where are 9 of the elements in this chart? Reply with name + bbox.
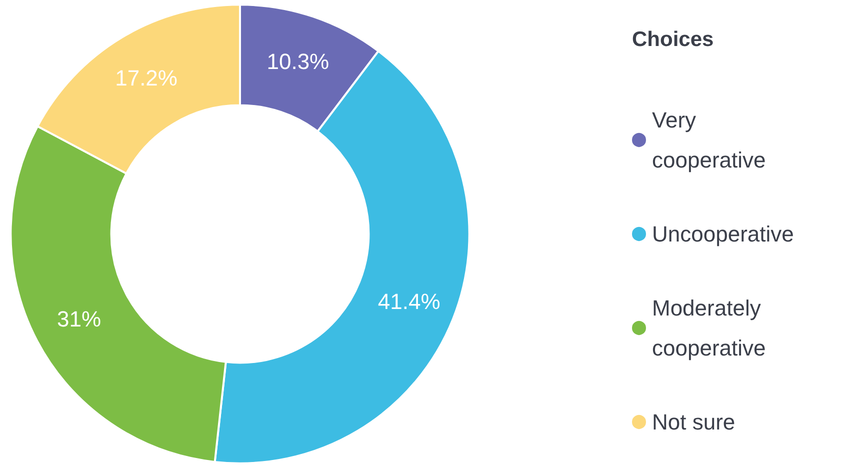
legend-label: Moderately cooperative <box>652 296 767 360</box>
data-label: 31% <box>57 306 102 332</box>
data-label: 10.3% <box>266 48 330 74</box>
legend-label: Not sure <box>652 410 736 434</box>
data-label: 41.4% <box>378 288 440 314</box>
legend-label: Very cooperative <box>652 108 766 172</box>
legend-title: Choices <box>632 28 714 51</box>
legend-label: Uncooperative <box>652 222 794 246</box>
data-label: 17.2% <box>115 65 178 90</box>
